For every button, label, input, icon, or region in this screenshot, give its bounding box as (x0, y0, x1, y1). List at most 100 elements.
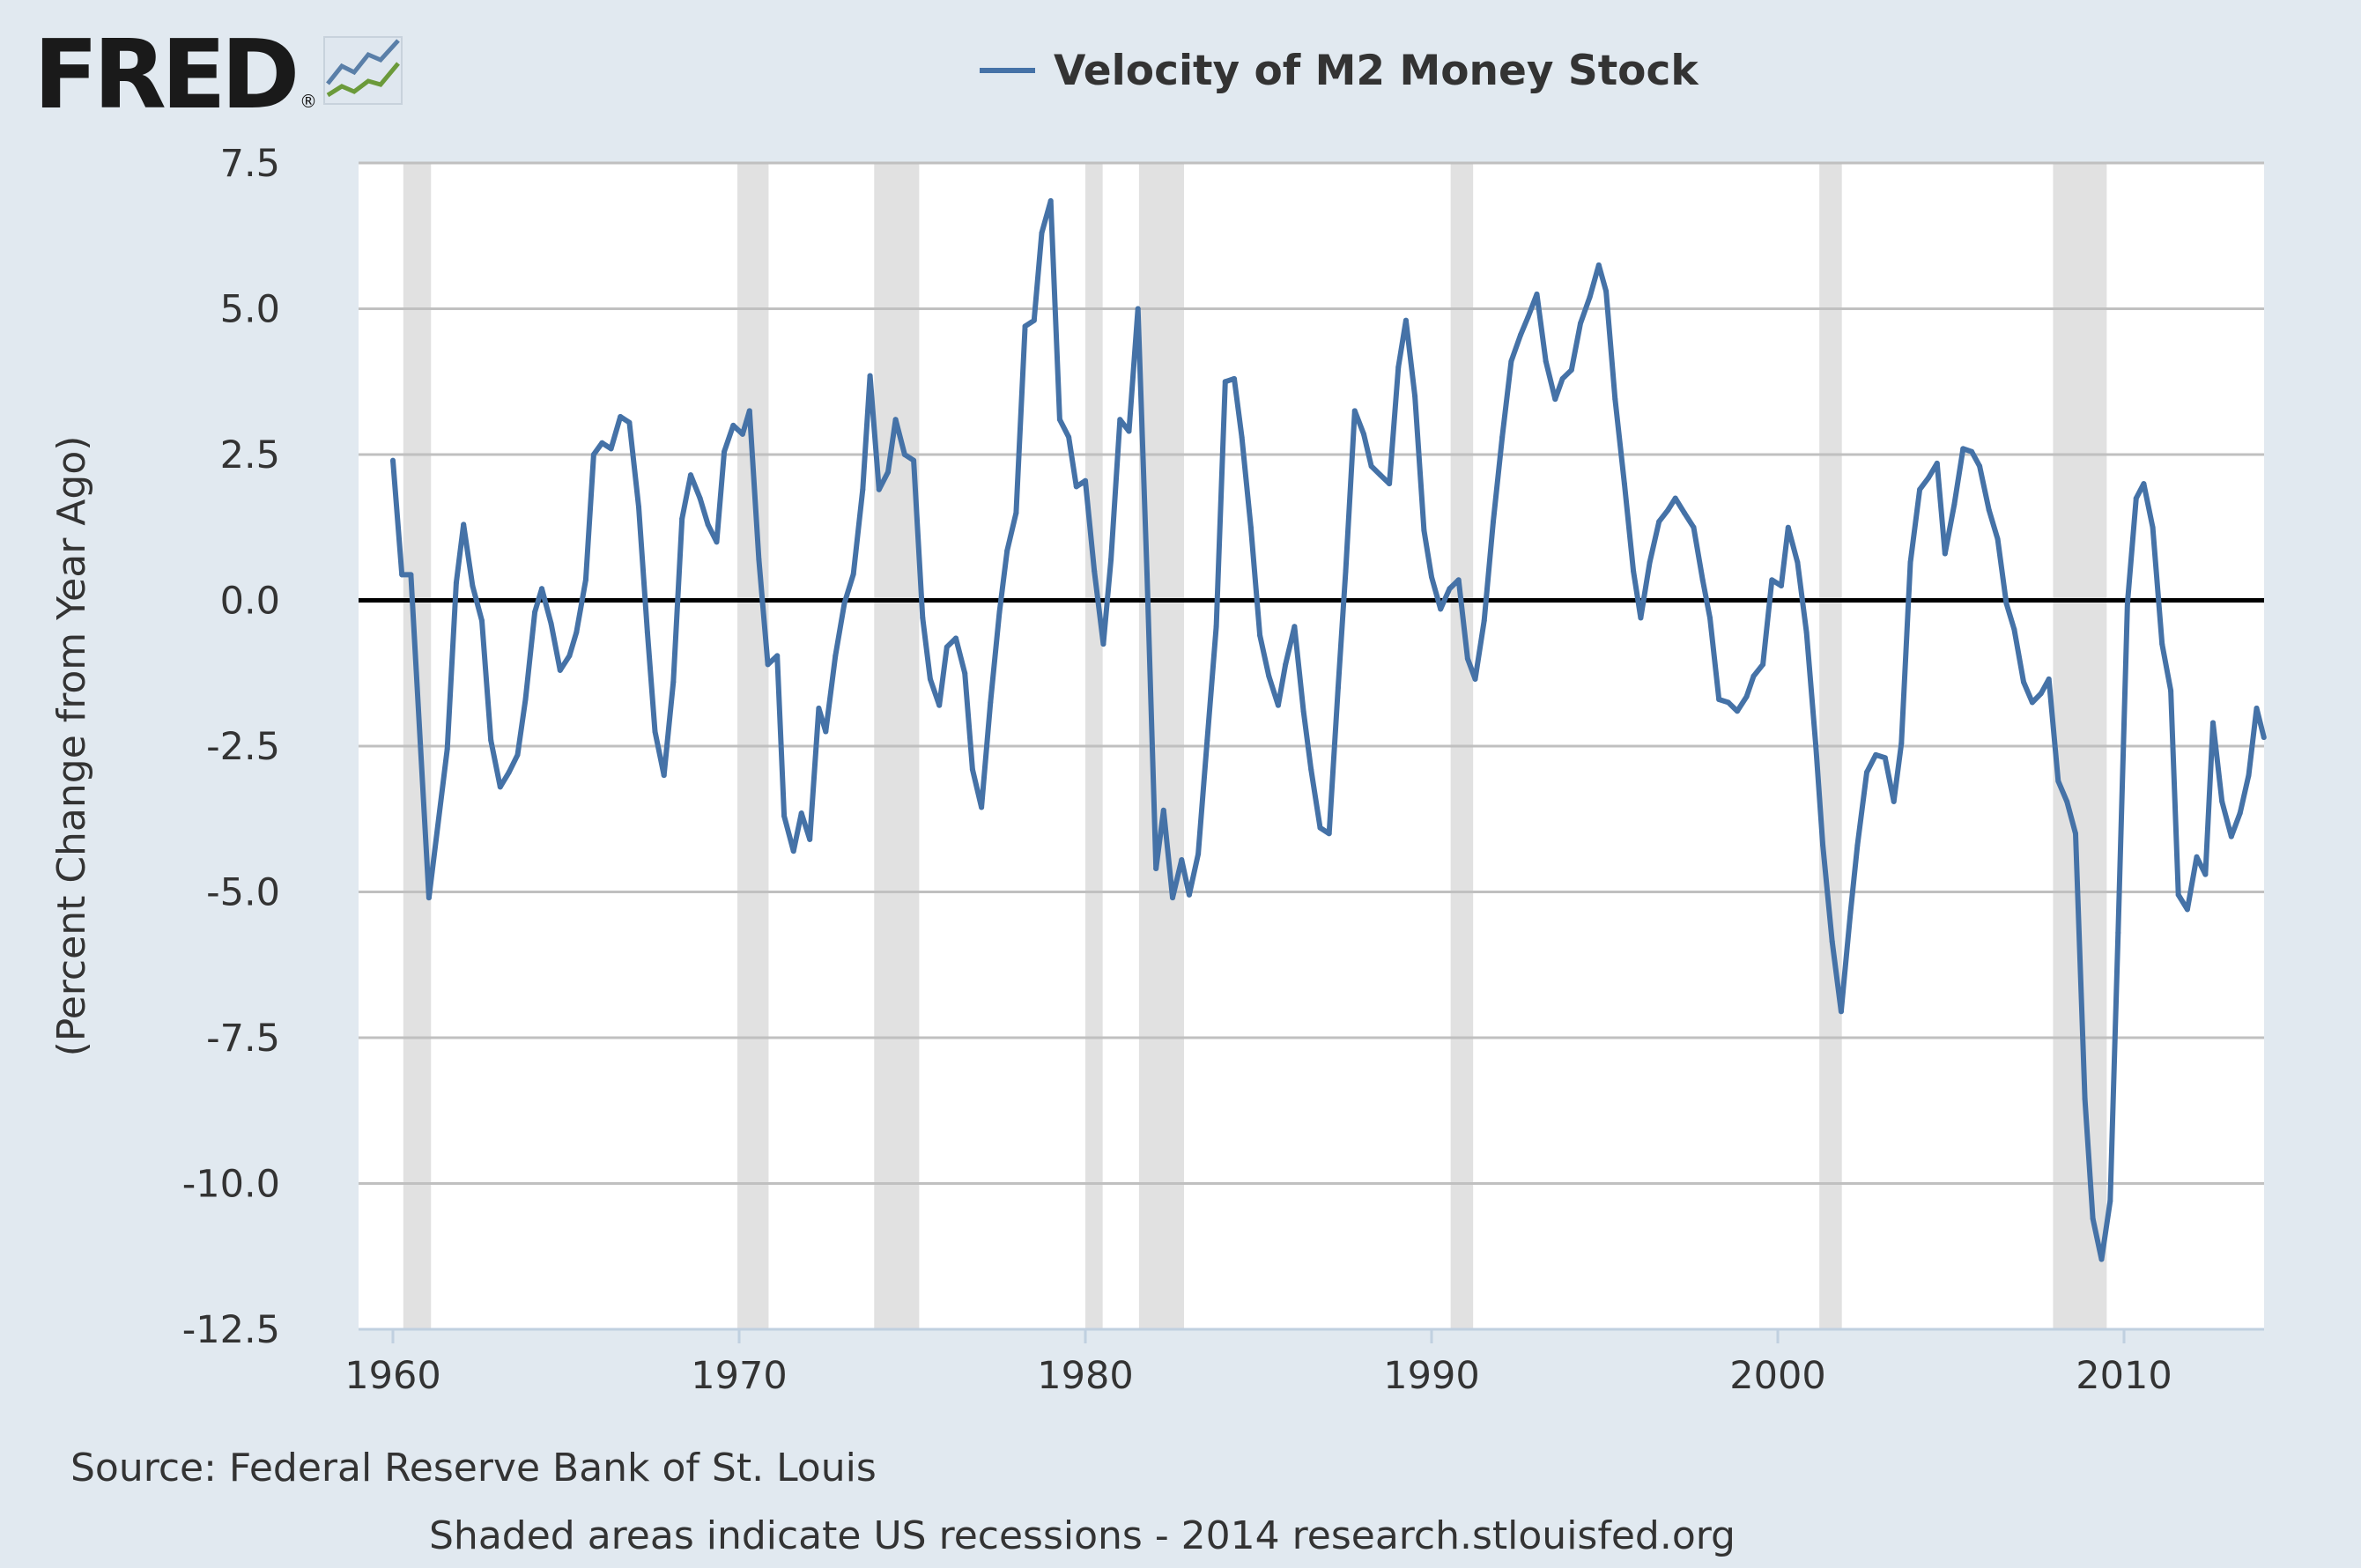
data-point (1387, 481, 1393, 487)
data-point (2011, 626, 2017, 632)
data-point (1186, 891, 1192, 898)
data-point (1377, 472, 1383, 478)
data-point (670, 679, 677, 685)
data-point (687, 472, 693, 478)
data-point (1092, 568, 1098, 574)
data-point (1631, 568, 1637, 574)
data-point (1986, 507, 1992, 513)
data-point (1820, 842, 1826, 848)
data-point (557, 667, 563, 673)
data-point (2246, 773, 2252, 779)
recession-note[interactable]: Shaded areas indicate US recessions - 20… (429, 1513, 1736, 1558)
data-point (1490, 519, 1496, 525)
data-point (1829, 938, 1835, 944)
data-point (1368, 463, 1374, 470)
data-point (626, 419, 633, 425)
data-point (988, 699, 994, 706)
data-point (2254, 705, 2260, 711)
data-point (1785, 524, 1791, 530)
data-point (399, 572, 405, 578)
data-point (1170, 895, 1176, 901)
data-point (1429, 574, 1434, 581)
data-point (1552, 396, 1558, 403)
x-tick-label: 1970 (691, 1354, 787, 1398)
logo-registered: ® (300, 91, 317, 112)
data-point (1031, 317, 1037, 323)
data-point (1222, 379, 1228, 385)
data-point (996, 609, 1003, 615)
y-tick-label: -7.5 (206, 1017, 280, 1061)
data-point (781, 813, 788, 819)
data-point (1699, 577, 1706, 583)
data-point (599, 440, 605, 446)
data-point (1395, 364, 1402, 370)
data-point (746, 408, 752, 414)
data-point (1769, 577, 1775, 583)
y-tick-label: 5.0 (220, 288, 280, 332)
y-tick-label: 2.5 (220, 433, 280, 477)
data-point (1760, 662, 1766, 668)
data-point (1691, 524, 1697, 530)
data-point (1213, 624, 1219, 630)
data-point (979, 804, 985, 810)
data-point (1942, 551, 1948, 557)
data-point (1300, 708, 1306, 714)
data-point (790, 848, 796, 854)
data-point (1421, 528, 1427, 534)
data-point (1257, 632, 1263, 639)
data-point (566, 653, 573, 659)
data-point (1508, 359, 1514, 365)
data-point (652, 729, 658, 735)
data-point (1750, 673, 1757, 679)
y-axis-ticks: 7.5 5.0 2.5 0.0 -2.5 -5.0 -7.5 -10.0 -12.5 (182, 142, 280, 1352)
data-point (1204, 737, 1210, 743)
x-tick-label: 2000 (1729, 1354, 1825, 1398)
data-point (479, 618, 485, 624)
data-point (2210, 720, 2217, 726)
data-point (1455, 577, 1462, 583)
data-point (1231, 375, 1237, 381)
data-point (1056, 417, 1062, 423)
data-point (2090, 1216, 2096, 1222)
data-point (1326, 831, 1332, 837)
data-point (739, 431, 745, 437)
data-point (1854, 842, 1861, 848)
data-point (1499, 434, 1506, 440)
data-point (2194, 854, 2200, 860)
data-point (1743, 693, 1750, 699)
data-point (1873, 751, 1879, 758)
data-point (1351, 408, 1358, 414)
data-point (1925, 475, 1931, 481)
data-point (582, 577, 588, 583)
data-point (1195, 851, 1202, 857)
data-point (1917, 486, 1923, 492)
data-point (1735, 708, 1741, 714)
data-point (1778, 582, 1784, 588)
data-point (1447, 586, 1453, 592)
data-point (1275, 702, 1281, 708)
data-point (2046, 676, 2052, 682)
data-point (1308, 766, 1314, 773)
data-point (461, 521, 467, 528)
fred-logo[interactable]: FRED ® (33, 20, 403, 130)
data-point (1343, 568, 1349, 574)
data-point (1518, 332, 1524, 338)
data-point (590, 452, 596, 457)
series-points (390, 198, 2267, 1262)
data-point (816, 705, 822, 711)
data-point (1656, 519, 1662, 525)
x-tick-label: 2010 (2076, 1354, 2172, 1398)
data-point (532, 609, 538, 615)
data-point (548, 620, 554, 626)
data-point (2168, 688, 2174, 694)
data-point (1403, 317, 1409, 323)
data-point (1047, 198, 1054, 204)
source-note: Source: Federal Reserve Bank of St. Loui… (70, 1446, 877, 1490)
logo-text: FRED (33, 20, 295, 130)
data-point (1472, 676, 1478, 682)
data-point (2082, 1096, 2088, 1102)
data-point (2072, 831, 2078, 837)
legend-label: Velocity of M2 Money Stock (1054, 47, 1699, 95)
data-point (1247, 524, 1254, 530)
